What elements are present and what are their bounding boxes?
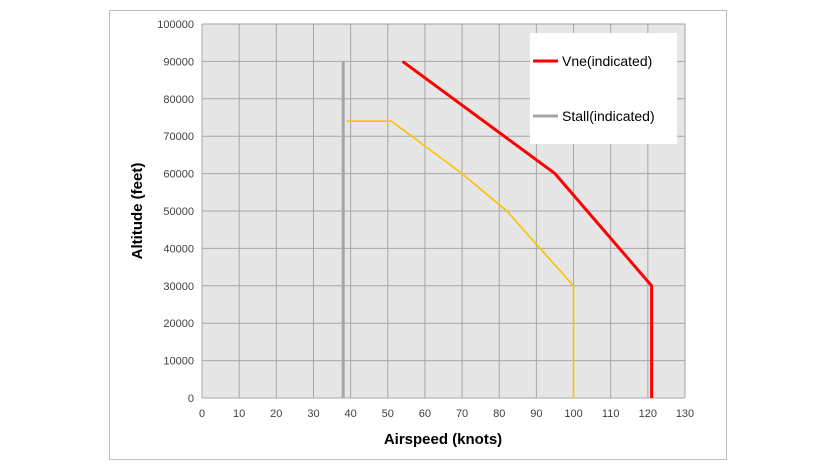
legend-label-vne: Vne(indicated) xyxy=(562,53,652,69)
x-tick-label: 70 xyxy=(456,408,468,420)
y-tick-label: 90000 xyxy=(163,56,194,68)
x-tick-label: 80 xyxy=(493,408,505,420)
legend-box xyxy=(530,33,677,144)
y-axis-title: Altitude (feet) xyxy=(129,163,146,260)
x-tick-label: 90 xyxy=(530,408,542,420)
y-tick-label: 0 xyxy=(188,393,194,405)
y-tick-label: 80000 xyxy=(163,94,194,106)
x-tick-label: 10 xyxy=(233,408,245,420)
y-tick-label: 30000 xyxy=(163,281,194,293)
x-tick-label: 60 xyxy=(419,408,431,420)
y-tick-label: 40000 xyxy=(163,243,194,255)
x-tick-label: 20 xyxy=(270,408,282,420)
x-tick-label: 40 xyxy=(344,408,356,420)
y-tick-label: 10000 xyxy=(163,356,194,368)
x-tick-label: 50 xyxy=(382,408,394,420)
y-tick-label: 20000 xyxy=(163,318,194,330)
series-line-vne-indicated xyxy=(401,60,654,398)
legend-label-stall: Stall(indicated) xyxy=(562,108,655,124)
x-tick-label: 0 xyxy=(199,408,205,420)
x-tick-label: 130 xyxy=(676,408,694,420)
series-lines xyxy=(341,60,654,398)
x-axis-title: Airspeed (knots) xyxy=(384,431,502,448)
y-tick-label: 50000 xyxy=(163,206,194,218)
series-line-unlabeled xyxy=(346,120,575,398)
x-tick-label: 100 xyxy=(564,408,582,420)
legend: Vne(indicated) Stall(indicated) xyxy=(530,33,677,144)
x-tick-labels: 0 10 20 30 40 50 60 70 80 90 100 110 120 130 xyxy=(199,408,694,420)
y-tick-label: 60000 xyxy=(163,169,194,181)
y-tick-label: 100000 xyxy=(157,19,194,31)
x-tick-label: 30 xyxy=(307,408,319,420)
x-tick-label: 120 xyxy=(639,408,657,420)
y-tick-labels: 0 10000 20000 30000 40000 50000 60000 70000 8000… xyxy=(157,19,194,405)
y-tick-label: 70000 xyxy=(163,131,194,143)
x-tick-label: 110 xyxy=(602,408,620,420)
